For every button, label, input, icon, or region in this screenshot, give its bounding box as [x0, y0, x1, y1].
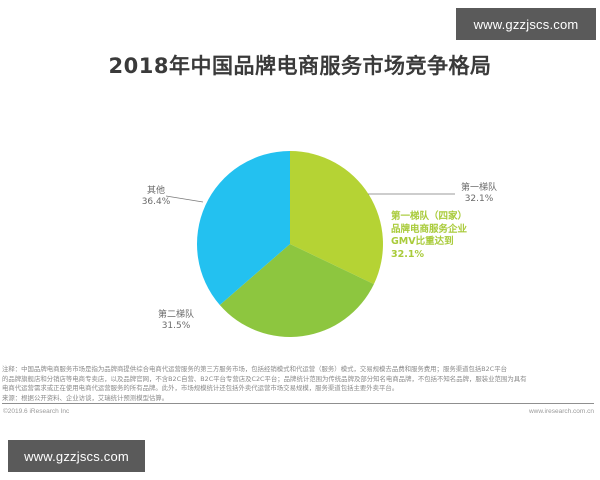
label-tier1-value: 32.1%: [464, 194, 494, 204]
chart-title: 2018年中国品牌电商服务市场竞争格局: [108, 54, 492, 78]
pie-slice-other: [196, 151, 290, 305]
pie-slice-tier2: [219, 244, 374, 337]
label-tier2-value: 31.5%: [161, 321, 191, 331]
label-tier2-name: 第二梯队: [157, 310, 194, 320]
label-tier2: 第二梯队 31.5%: [154, 310, 198, 332]
footnote-line: 的品牌旗舰店和分销店等电商专卖店，以及品牌官网，不含B2C自营、B2C平台专营店…: [2, 374, 527, 383]
annotation-line: 32.1%: [391, 248, 424, 260]
leader-line-other: [165, 195, 204, 203]
copyright-text: ©2019.6 iResearch Inc: [3, 408, 70, 415]
footnote: 注释：中国品牌电商服务市场是指为品牌商提供综合电商代运营服务的第三方服务市场，包…: [2, 365, 598, 403]
label-tier1-name: 第一梯队: [460, 183, 497, 193]
pie-chart: [165, 151, 455, 337]
pie-slice-tier1: [290, 151, 383, 285]
annotation-line: 品牌电商服务企业: [391, 223, 468, 235]
website-text: www.iresearch.com.cn: [528, 408, 594, 415]
annotation-line: 第一梯队（四家）: [391, 211, 468, 222]
watermark-bottom-left: www.gzzjscs.com: [8, 440, 145, 472]
footnote-source: 来源：根据公开资料、企业访谈，艾瑞统计预测模型估算。: [2, 393, 169, 402]
label-tier1: 第一梯队 32.1%: [456, 183, 502, 205]
footnote-line: 电商代运营需求或正在使用电商代运营服务的所有品牌。此外，市场规模统计还包括外卖代…: [2, 384, 399, 393]
footer-divider: [2, 403, 594, 404]
watermark-top-right: www.gzzjscs.com: [456, 8, 596, 40]
label-other-name: 其他: [146, 186, 165, 196]
tier1-annotation: 第一梯队（四家） 品牌电商服务企业 GMV比重达到 32.1%: [391, 211, 467, 261]
label-other: 其他 36.4%: [138, 186, 174, 208]
annotation-line: GMV比重达到: [391, 236, 454, 247]
footnote-line: 注释：中国品牌电商服务市场是指为品牌商提供综合电商代运营服务的第三方服务市场，包…: [2, 365, 507, 373]
label-other-value: 36.4%: [141, 197, 171, 207]
